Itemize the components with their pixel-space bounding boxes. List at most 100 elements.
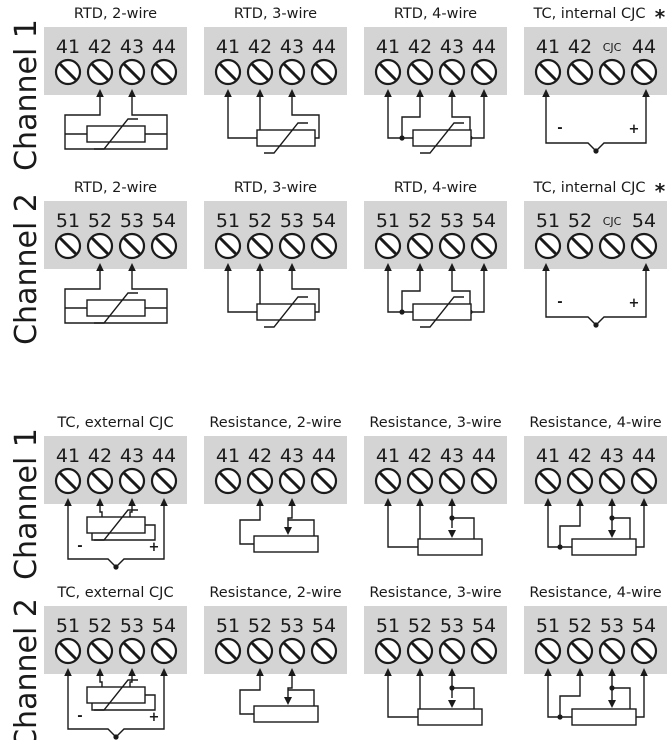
terminal-number: 42 [408, 36, 432, 58]
terminal-number: 43 [120, 445, 144, 467]
screw-slot [634, 471, 654, 491]
terminal-number: 51 [376, 615, 400, 637]
resistor-body [571, 708, 637, 726]
screw-slot [154, 641, 174, 661]
arrow-head [256, 668, 264, 676]
screw-slot [314, 62, 334, 82]
terminal-block: RTD, 4-wire 51 52 53 54 [364, 180, 507, 328]
terminal-number: 44 [472, 445, 496, 467]
wire [129, 502, 133, 517]
arrow-head [96, 498, 104, 506]
terminal-block: RTD, 3-wire 41 42 43 44 [204, 6, 347, 154]
terminal-number: 43 [120, 36, 144, 58]
terminal-number: 43 [600, 445, 624, 467]
screw-slot [570, 236, 590, 256]
terminal-number: 43 [440, 36, 464, 58]
screw-slot [538, 641, 558, 661]
screw-slot [58, 236, 78, 256]
arrow-head [288, 89, 296, 97]
arrow-head [224, 89, 232, 97]
screw-slot [58, 62, 78, 82]
terminal-block: RTD, 4-wire 41 42 43 44 [364, 6, 507, 154]
arrow-head [128, 263, 136, 271]
screw-slot [90, 62, 110, 82]
block-title: RTD, 4-wire [394, 180, 477, 196]
terminal-number: 42 [568, 36, 592, 58]
terminal-number: 51 [536, 210, 560, 232]
screw-slot [218, 641, 238, 661]
terminal-block: Resistance, 3-wire 41 42 43 44 [364, 415, 507, 556]
block-title: TC, external CJC [56, 415, 173, 431]
arrow-head [160, 668, 168, 676]
wire [129, 672, 133, 687]
polarity-positive: + [629, 122, 640, 137]
wire [227, 267, 261, 313]
screw-slot [602, 236, 622, 256]
wiper-arrow [448, 530, 456, 538]
block-title: RTD, 3-wire [234, 6, 317, 22]
screw-slot [442, 641, 462, 661]
polarity-negative: - [77, 709, 82, 724]
screw-slot [58, 641, 78, 661]
wire [239, 672, 261, 715]
wire [547, 672, 572, 718]
screw-slot [218, 471, 238, 491]
arrow-head [288, 498, 296, 506]
junction-dot [113, 564, 119, 570]
terminal-number: 44 [632, 36, 656, 58]
screw-slot [538, 471, 558, 491]
screw-slot [314, 471, 334, 491]
arrow-head [128, 89, 136, 97]
arrow-head [416, 498, 424, 506]
terminal-number: 44 [632, 445, 656, 467]
arrow-head [160, 498, 168, 506]
terminal-number: 53 [440, 210, 464, 232]
polarity-positive: + [149, 710, 160, 725]
polarity-negative: - [77, 539, 82, 554]
screw-slot [442, 471, 462, 491]
screw-slot [90, 471, 110, 491]
wiper-arrow [284, 697, 292, 705]
screw-slot [378, 236, 398, 256]
terminal-number: 44 [472, 36, 496, 58]
wire [99, 672, 103, 687]
screw-slot [474, 62, 494, 82]
terminal-number: 42 [248, 36, 272, 58]
block-title: TC, internal CJC [532, 6, 645, 22]
screw-slot [250, 62, 270, 82]
block-title: TC, internal CJC [532, 180, 645, 196]
screw-slot [314, 236, 334, 256]
asterisk-note: * [655, 179, 666, 203]
terminal-block: TC, external CJC 41 42 43 44 - + [44, 415, 187, 570]
terminal-number: 54 [472, 210, 496, 232]
terminal-block: Resistance, 4-wire 51 52 53 54 [524, 585, 667, 726]
terminal-number: 53 [600, 615, 624, 637]
screw-slot [122, 236, 142, 256]
arrow-head [288, 263, 296, 271]
terminal-block: Resistance, 3-wire 51 52 53 54 [364, 585, 507, 726]
polarity-negative: - [557, 295, 562, 310]
arrow-head [448, 89, 456, 97]
block-title: TC, external CJC [56, 585, 173, 601]
screw-slot [90, 236, 110, 256]
block-title: RTD, 3-wire [234, 180, 317, 196]
terminal-block: TC, internal CJC * 41 42 CJC 44 - + [524, 5, 667, 154]
wire [67, 502, 165, 568]
block-title: Resistance, 3-wire [369, 585, 501, 601]
wire [451, 267, 471, 312]
rtd-diagonal [420, 122, 464, 154]
screw-slot [250, 471, 270, 491]
terminal-number: 43 [280, 36, 304, 58]
polarity-negative: - [557, 121, 562, 136]
rtd-diagonal [94, 118, 138, 150]
terminal-block: RTD, 2-wire 41 42 43 44 [44, 6, 187, 150]
block-title: Resistance, 2-wire [209, 415, 341, 431]
arrow-head [128, 668, 136, 676]
terminal-number: 52 [408, 210, 432, 232]
terminal-number: 54 [632, 210, 656, 232]
screw-slot [122, 471, 142, 491]
terminal-number: 42 [88, 36, 112, 58]
terminal-number: 42 [568, 445, 592, 467]
arrow-head [96, 668, 104, 676]
arrow-head [416, 668, 424, 676]
